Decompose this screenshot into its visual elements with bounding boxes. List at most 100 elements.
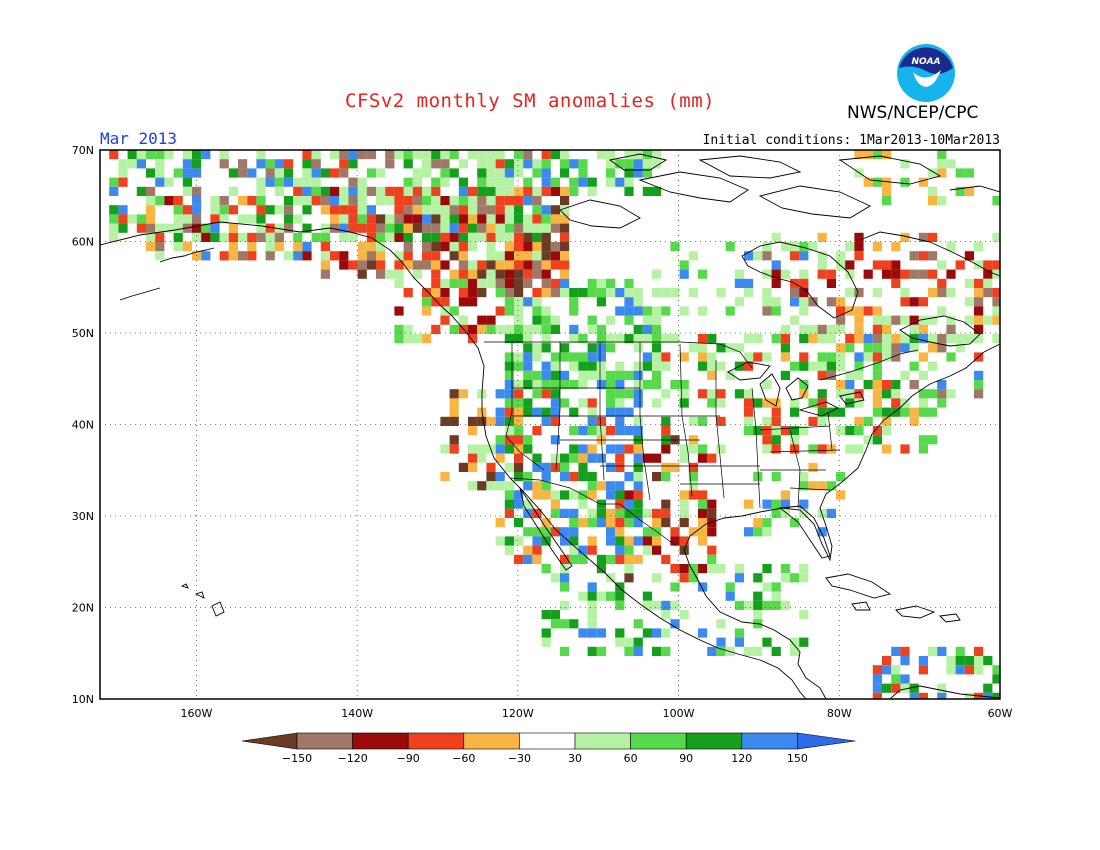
anomaly-cell	[900, 343, 910, 353]
anomaly-cell	[606, 426, 616, 436]
anomaly-cell	[928, 251, 938, 261]
anomaly-cell	[679, 610, 689, 620]
anomaly-cell	[477, 324, 487, 334]
anomaly-cell	[578, 398, 588, 408]
anomaly-cell	[716, 646, 726, 656]
anomaly-cell	[504, 536, 514, 546]
anomaly-cell	[854, 251, 864, 261]
anomaly-cell	[146, 232, 156, 242]
anomaly-cell	[992, 315, 1000, 325]
anomaly-cell	[652, 370, 662, 380]
anomaly-cell	[587, 536, 597, 546]
anomaly-cell	[928, 361, 938, 371]
anomaly-cell	[854, 389, 864, 399]
anomaly-cell	[836, 389, 846, 399]
anomaly-cell	[679, 260, 689, 270]
anomaly-cell	[615, 453, 625, 463]
anomaly-cell	[790, 315, 800, 325]
anomaly-cell	[679, 499, 689, 509]
anomaly-cell	[504, 324, 514, 334]
anomaly-cell	[541, 288, 551, 298]
anomaly-cell	[615, 591, 625, 601]
anomaly-cell	[514, 269, 524, 279]
anomaly-cell	[532, 407, 542, 417]
anomaly-cell	[339, 232, 349, 242]
anomaly-cell	[523, 242, 533, 252]
anomaly-cell	[872, 242, 882, 252]
anomaly-cell	[440, 242, 450, 252]
anomaly-cell	[422, 196, 432, 206]
anomaly-cell	[550, 361, 560, 371]
anomaly-cell	[882, 324, 892, 334]
anomaly-cell	[458, 177, 468, 187]
anomaly-cell	[192, 205, 202, 215]
anomaly-cell	[918, 324, 928, 334]
anomaly-cell	[569, 536, 579, 546]
anomaly-cell	[918, 435, 928, 445]
anomaly-cell	[468, 186, 478, 196]
anomaly-cell	[946, 288, 956, 298]
anomaly-cell	[698, 352, 708, 362]
anomaly-cell	[900, 159, 910, 169]
anomaly-cell	[422, 150, 432, 160]
anomaly-cell	[817, 269, 827, 279]
anomaly-cell	[992, 297, 1000, 307]
anomaly-cell	[431, 177, 441, 187]
anomaly-cell	[716, 343, 726, 353]
anomaly-cell	[817, 324, 827, 334]
anomaly-cell	[845, 260, 855, 270]
anomaly-cell	[357, 196, 367, 206]
anomaly-cell	[587, 407, 597, 417]
anomaly-cell	[293, 196, 303, 206]
anomaly-cell	[615, 398, 625, 408]
anomaly-cell	[624, 637, 634, 647]
anomaly-cell	[615, 306, 625, 316]
anomaly-cell	[633, 508, 643, 518]
anomaly-cell	[744, 646, 754, 656]
anomaly-cell	[587, 352, 597, 362]
anomaly-cell	[477, 288, 487, 298]
anomaly-cell	[302, 150, 312, 160]
anomaly-cell	[550, 251, 560, 261]
anomaly-cell	[541, 380, 551, 390]
anomaly-cell	[780, 426, 790, 436]
anomaly-cell	[284, 214, 294, 224]
anomaly-cell	[698, 389, 708, 399]
anomaly-cell	[366, 150, 376, 160]
anomaly-cell	[670, 527, 680, 537]
anomaly-cell	[946, 656, 956, 666]
anomaly-cell	[238, 168, 248, 178]
anomaly-cell	[173, 242, 183, 252]
anomaly-cell	[458, 297, 468, 307]
anomaly-cell	[974, 306, 984, 316]
anomaly-cell	[707, 352, 717, 362]
anomaly-cell	[146, 186, 156, 196]
anomaly-cell	[937, 288, 947, 298]
anomaly-cell	[863, 306, 873, 316]
anomaly-cell	[826, 269, 836, 279]
anomaly-cell	[422, 242, 432, 252]
anomaly-cell	[449, 389, 459, 399]
anomaly-cell	[541, 637, 551, 647]
anomaly-cell	[606, 444, 616, 454]
anomaly-cell	[661, 462, 671, 472]
colorbar-segment	[630, 732, 687, 750]
anomaly-cell	[458, 223, 468, 233]
anomaly-cell	[532, 490, 542, 500]
lat-tick-label: 50N	[72, 327, 94, 340]
anomaly-cell	[504, 508, 514, 518]
anomaly-cell	[449, 324, 459, 334]
anomaly-cell	[707, 398, 717, 408]
longitude-labels: 160W 140W 120W 100W 80W 60W	[180, 707, 1012, 720]
anomaly-cell	[173, 205, 183, 215]
anomaly-cell	[670, 536, 680, 546]
anomaly-cell	[771, 435, 781, 445]
anomaly-cell	[532, 159, 542, 169]
anomaly-cell	[891, 343, 901, 353]
anomaly-cell	[652, 150, 662, 160]
anomaly-cell	[744, 334, 754, 344]
anomaly-cell	[799, 352, 809, 362]
anomaly-cell	[780, 334, 790, 344]
anomaly-cell	[964, 278, 974, 288]
anomaly-cell	[541, 205, 551, 215]
